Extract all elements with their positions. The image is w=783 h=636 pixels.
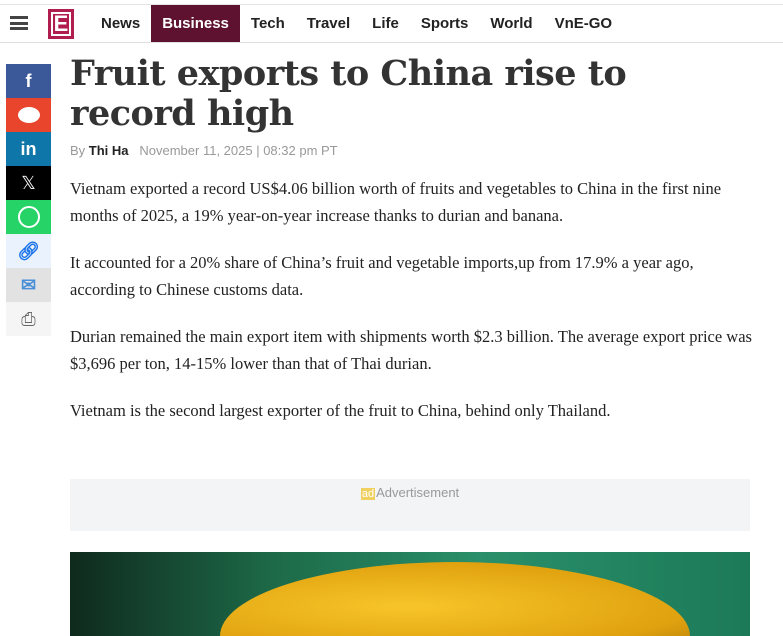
- nav-travel[interactable]: Travel: [306, 15, 351, 32]
- nav-sports[interactable]: Sports: [420, 15, 469, 32]
- share-bar: f in 𝕏 🔗︎ ✉ ⎙: [6, 64, 51, 336]
- paragraph: It accounted for a 20% share of China’s …: [70, 253, 694, 299]
- paragraph: Vietnam is the second largest exporter o…: [70, 401, 611, 420]
- author-link[interactable]: Thi Ha: [88, 143, 129, 158]
- publish-date: November 11, 2025 | 08:32 pm PT: [139, 143, 338, 158]
- nav-tech[interactable]: Tech: [250, 15, 285, 32]
- hamburger-menu-icon[interactable]: [10, 16, 28, 30]
- facebook-icon[interactable]: f: [6, 64, 51, 98]
- nav-world[interactable]: World: [490, 15, 533, 32]
- article-title: Fruit exports to China rise to record hi…: [70, 53, 627, 134]
- nav-news[interactable]: News: [101, 15, 141, 32]
- byline: By Thi Ha November 11, 2025 | 08:32 pm P…: [70, 143, 338, 158]
- nav-life[interactable]: Life: [372, 15, 399, 32]
- advertisement-slot[interactable]: ad Advertisement: [70, 479, 750, 531]
- article-image: [70, 552, 750, 636]
- nav-business[interactable]: Business: [151, 5, 240, 42]
- x-icon[interactable]: 𝕏: [6, 166, 51, 200]
- whatsapp-icon[interactable]: [6, 200, 51, 234]
- paragraph: Vietnam exported a record US$4.06 billio…: [70, 179, 722, 225]
- ad-badge: ad: [360, 488, 376, 500]
- top-nav: E News Business Tech Travel Life Sports …: [0, 4, 783, 43]
- copy-link-icon[interactable]: 🔗︎: [6, 234, 51, 268]
- site-logo[interactable]: E: [48, 9, 74, 39]
- ad-label: Advertisement: [376, 485, 460, 500]
- nav-vne-go[interactable]: VnE-GO: [554, 15, 613, 32]
- print-icon[interactable]: ⎙: [6, 302, 51, 336]
- article-body: Vietnam exported a record US$4.06 billio…: [70, 175, 760, 444]
- by-label: By: [70, 143, 86, 158]
- reddit-icon[interactable]: [6, 98, 51, 132]
- linkedin-icon[interactable]: in: [6, 132, 51, 166]
- email-icon[interactable]: ✉: [6, 268, 51, 302]
- paragraph: Durian remained the main export item wit…: [70, 327, 752, 373]
- durian-image: [220, 562, 690, 636]
